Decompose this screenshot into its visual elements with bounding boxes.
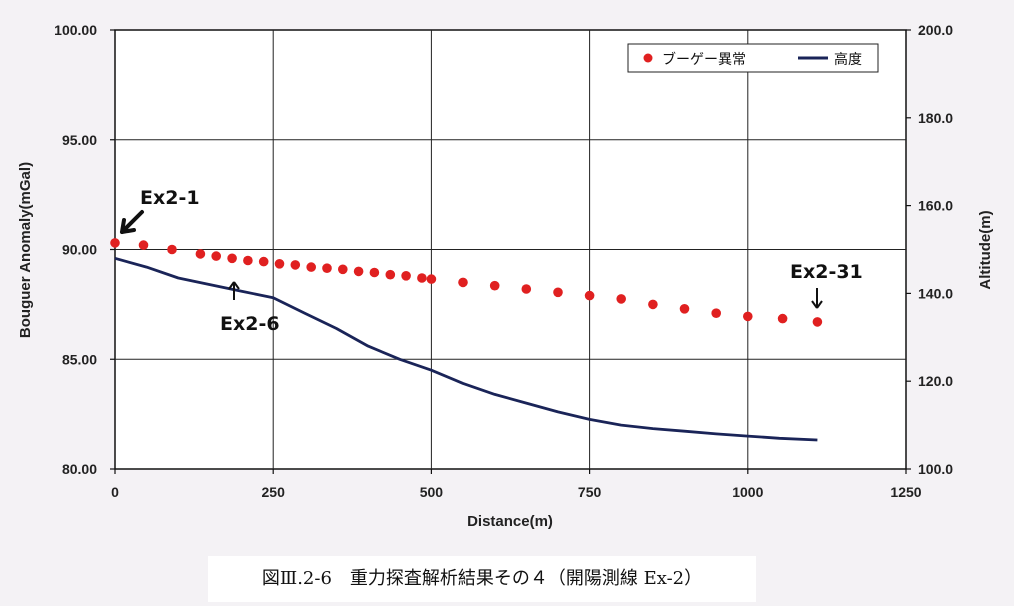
gravity-profile-chart: 0 250 500 750 1000 1250 80.00 85.00 90.00 95.00 1… bbox=[17, 22, 994, 530]
arrow-icon bbox=[120, 210, 144, 234]
bouguer-point bbox=[401, 271, 411, 281]
left-axis-title: Bouguer Anomaly(mGal) bbox=[17, 162, 34, 338]
annotation-ex2-1: Ex2-1 bbox=[120, 187, 200, 234]
arrow-icon bbox=[228, 281, 240, 300]
figure-caption: 図Ⅲ.2-6 重力探査解析結果その４（開陽測線 Ex-2） bbox=[208, 556, 756, 602]
right-tick-label: 200.0 bbox=[918, 22, 953, 38]
bouguer-point bbox=[110, 238, 120, 248]
annotation-label: Ex2-31 bbox=[790, 261, 863, 283]
arrow-icon bbox=[811, 288, 823, 309]
altitude-line-path bbox=[114, 256, 818, 442]
bouguer-point bbox=[426, 274, 437, 284]
x-axis-ticks: 0 250 500 750 1000 1250 bbox=[111, 469, 922, 500]
right-axis-title: Altitude(m) bbox=[977, 210, 994, 289]
bouguer-point bbox=[417, 273, 427, 283]
bouguer-point bbox=[458, 277, 468, 288]
x-axis-title: Distance(m) bbox=[467, 513, 553, 530]
bouguer-point bbox=[167, 244, 177, 255]
annotation-label: Ex2-1 bbox=[140, 187, 200, 209]
bouguer-point bbox=[322, 263, 332, 274]
left-tick-label: 85.00 bbox=[62, 351, 97, 367]
bouguer-point bbox=[274, 259, 285, 269]
annotation-label: Ex2-6 bbox=[220, 313, 280, 335]
x-tick-label: 750 bbox=[578, 484, 602, 500]
x-tick-label: 500 bbox=[420, 484, 444, 500]
bouguer-point bbox=[243, 255, 253, 266]
right-tick-label: 180.0 bbox=[918, 110, 953, 126]
bouguer-point bbox=[353, 266, 364, 277]
right-axis-ticks: 100.0 120.0 140.0 160.0 180.0 200.0 bbox=[906, 22, 953, 477]
bouguer-point bbox=[489, 280, 500, 291]
annotation-ex2-6: Ex2-6 bbox=[220, 281, 280, 335]
left-tick-label: 80.00 bbox=[62, 461, 97, 477]
legend-box bbox=[627, 43, 879, 73]
bouguer-point bbox=[211, 251, 221, 261]
right-tick-label: 140.0 bbox=[918, 285, 953, 301]
left-tick-label: 100.00 bbox=[54, 22, 97, 38]
right-tick-label: 120.0 bbox=[918, 373, 953, 389]
legend-label-altitude: 高度 bbox=[834, 51, 862, 68]
altitude-series bbox=[114, 256, 818, 442]
right-tick-label: 100.0 bbox=[918, 461, 953, 477]
left-axis-ticks: 80.00 85.00 90.00 95.00 100.00 bbox=[54, 22, 115, 477]
bouguer-point bbox=[138, 240, 149, 250]
right-tick-label: 160.0 bbox=[918, 198, 953, 214]
legend-label-bouguer: ブーゲー異常 bbox=[662, 51, 746, 68]
annotation-ex2-31: Ex2-31 bbox=[790, 261, 863, 309]
bouguer-point bbox=[648, 299, 658, 310]
bouguer-anomaly-series bbox=[110, 238, 823, 327]
bouguer-point bbox=[553, 287, 563, 298]
x-tick-label: 0 bbox=[111, 484, 119, 500]
bouguer-point bbox=[743, 311, 753, 322]
bouguer-point bbox=[812, 317, 823, 327]
grid-lines bbox=[115, 30, 906, 469]
bouguer-point bbox=[258, 256, 269, 267]
bouguer-point bbox=[616, 294, 626, 304]
left-tick-label: 90.00 bbox=[62, 242, 97, 258]
x-tick-label: 250 bbox=[262, 484, 286, 500]
bouguer-point bbox=[290, 260, 301, 270]
legend: ブーゲー異常 高度 bbox=[627, 43, 879, 73]
x-tick-label: 1250 bbox=[890, 484, 921, 500]
bouguer-point bbox=[306, 262, 317, 272]
x-tick-label: 1000 bbox=[732, 484, 763, 500]
bouguer-point bbox=[338, 264, 348, 275]
bouguer-point bbox=[521, 284, 532, 294]
left-tick-label: 95.00 bbox=[62, 132, 97, 148]
bouguer-point bbox=[227, 253, 237, 264]
bouguer-point bbox=[385, 269, 396, 280]
legend-marker-bouguer bbox=[643, 53, 653, 63]
bouguer-point bbox=[584, 290, 595, 301]
bouguer-point bbox=[369, 267, 380, 278]
bouguer-point bbox=[777, 313, 788, 324]
bouguer-point bbox=[679, 304, 690, 314]
bouguer-point bbox=[195, 249, 206, 259]
bouguer-point bbox=[711, 308, 721, 319]
